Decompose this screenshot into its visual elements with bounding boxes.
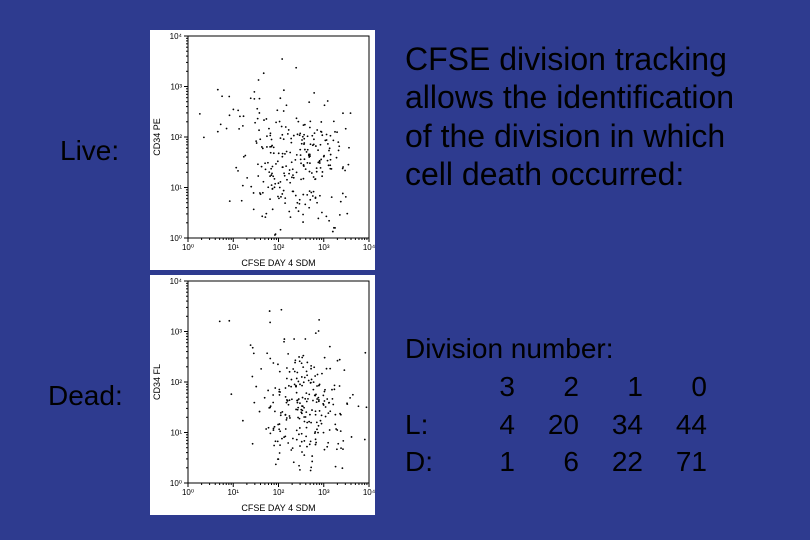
table-body: 3 2 1 0 L: 4 20 34 44 D: 1 6 22 71 — [405, 368, 721, 481]
svg-text:10⁴: 10⁴ — [363, 243, 375, 252]
table-row: D: 1 6 22 71 — [405, 443, 721, 481]
svg-text:10²: 10² — [170, 133, 182, 142]
col-head: 0 — [657, 368, 721, 406]
scatter-plot-live: 10⁰10⁰ 10¹ 10¹ 10² 10² 10³ 10³ 10⁴ 10⁴ CFSE DAY 4… — [150, 30, 375, 270]
cell: 6 — [529, 443, 593, 481]
cell: 1 — [465, 443, 529, 481]
svg-text:CD34 PE: CD34 PE — [152, 118, 162, 156]
cell: 20 — [529, 406, 593, 444]
svg-text:10⁰: 10⁰ — [182, 243, 194, 252]
svg-text:10¹: 10¹ — [170, 429, 182, 438]
division-table: Division number: 3 2 1 0 L: 4 20 34 44 D… — [405, 330, 721, 481]
svg-text:10⁴: 10⁴ — [170, 277, 183, 286]
svg-text:10³: 10³ — [318, 243, 330, 252]
cell: 4 — [465, 406, 529, 444]
table-header-row: 3 2 1 0 — [405, 368, 721, 406]
svg-text:10¹: 10¹ — [170, 184, 182, 193]
svg-text:10²: 10² — [273, 488, 285, 497]
table-heading: Division number: — [405, 330, 721, 368]
table-row: L: 4 20 34 44 — [405, 406, 721, 444]
svg-text:10⁰: 10⁰ — [170, 479, 182, 488]
col-head: 1 — [593, 368, 657, 406]
cell: 44 — [657, 406, 721, 444]
row-label: D: — [405, 443, 465, 481]
svg-text:10⁴: 10⁴ — [170, 32, 183, 41]
dead-label: Dead: — [48, 380, 123, 412]
svg-text:CFSE DAY 4 SDM: CFSE DAY 4 SDM — [241, 503, 315, 513]
svg-text:CD34 FL: CD34 FL — [152, 364, 162, 400]
svg-text:10⁰: 10⁰ — [182, 488, 194, 497]
cell: 34 — [593, 406, 657, 444]
scatter-plot-dead: 10⁰10⁰ 10¹ 10¹ 10² 10² 10³ 10³ 10⁴ 10⁴ CFSE DAY 4… — [150, 275, 375, 515]
svg-text:10³: 10³ — [318, 488, 330, 497]
row-label: L: — [405, 406, 465, 444]
svg-text:10¹: 10¹ — [227, 243, 239, 252]
svg-text:10³: 10³ — [170, 83, 182, 92]
svg-text:10³: 10³ — [170, 328, 182, 337]
svg-text:10¹: 10¹ — [227, 488, 239, 497]
cell: 22 — [593, 443, 657, 481]
svg-text:10²: 10² — [273, 243, 285, 252]
svg-text:10⁴: 10⁴ — [363, 488, 375, 497]
cell: 71 — [657, 443, 721, 481]
title-text: CFSE division tracking allows the identi… — [405, 40, 765, 194]
svg-text:10⁰: 10⁰ — [170, 234, 182, 243]
svg-text:10²: 10² — [170, 378, 182, 387]
svg-text:CFSE DAY 4 SDM: CFSE DAY 4 SDM — [241, 258, 315, 268]
col-head: 3 — [465, 368, 529, 406]
live-label: Live: — [60, 135, 119, 167]
col-head: 2 — [529, 368, 593, 406]
